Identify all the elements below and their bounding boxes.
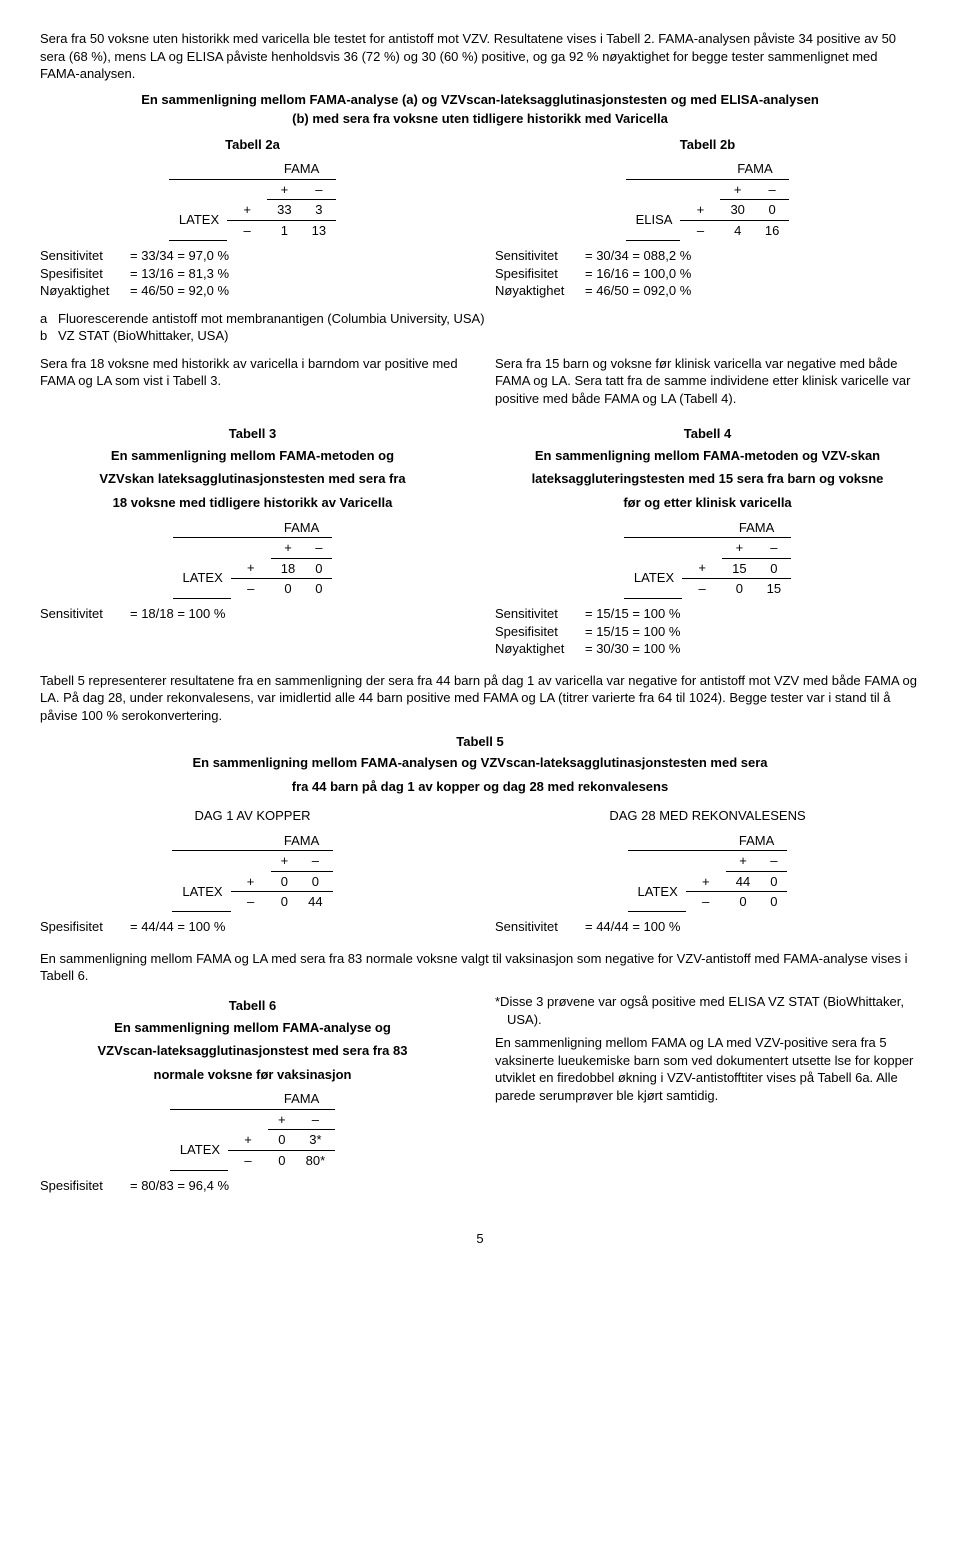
table-4-title: Tabell 4 — [495, 425, 920, 443]
table-2a-block: Tabell 2a FAMA +– LATEX+333 –113 Sensiti… — [40, 136, 465, 306]
table-4: FAMA +– LATEX+150 –015 — [624, 518, 791, 600]
table-6-block: Tabell 6 En sammenligning mellom FAMA-an… — [40, 993, 465, 1200]
para-table6: En sammenligning mellom FAMA og LA med s… — [40, 950, 920, 985]
table2-footnotes: aFluorescerende antistoff mot membranant… — [40, 310, 920, 345]
footnote-asterisk: *Disse 3 prøvene var også positive med E… — [495, 993, 920, 1028]
table-5b: FAMA +– LATEX+440 –00 — [628, 831, 788, 913]
table-5a: FAMA +– LATEX+00 –044 — [172, 831, 332, 913]
table-3-title: Tabell 3 — [40, 425, 465, 443]
para-table5: Tabell 5 representerer resultatene fra e… — [40, 672, 920, 725]
table-5-right: DAG 28 MED REKONVALESENS FAMA +– LATEX+4… — [495, 801, 920, 942]
table-4-block: Tabell 4 En sammenligning mellom FAMA-me… — [495, 421, 920, 664]
table-3-block: Tabell 3 En sammenligning mellom FAMA-me… — [40, 421, 465, 664]
table-6: FAMA +– LATEX+03* –080* — [170, 1089, 335, 1171]
table-5-title: Tabell 5 — [40, 733, 920, 751]
table-6-title: Tabell 6 — [40, 997, 465, 1015]
table-6-right-notes: *Disse 3 prøvene var også positive med E… — [495, 993, 920, 1200]
para-left: Sera fra 18 voksne med historikk av vari… — [40, 355, 465, 412]
table-3-stats: Sensitivitet= 18/18 = 100 % — [40, 605, 465, 623]
table2-caption-line2: (b) med sera fra voksne uten tidligere h… — [40, 110, 920, 128]
day1-heading: DAG 1 AV KOPPER — [40, 807, 465, 825]
intro-paragraph: Sera fra 50 voksne uten historikk med va… — [40, 30, 920, 83]
para-table6a: En sammenligning mellom FAMA og LA med V… — [495, 1034, 920, 1104]
para-right: Sera fra 15 barn og voksne før klinisk v… — [495, 355, 920, 412]
table-2b-title: Tabell 2b — [495, 136, 920, 154]
table-2a-stats: Sensitivitet= 33/34 = 97,0 % Spesifisite… — [40, 247, 465, 300]
table-3: FAMA +– LATEX+180 –00 — [173, 518, 333, 600]
table-4-stats: Sensitivitet= 15/15 = 100 % Spesifisitet… — [495, 605, 920, 658]
table-2b-stats: Sensitivitet= 30/34 = 088,2 % Spesifisit… — [495, 247, 920, 300]
table-2b-block: Tabell 2b FAMA +– ELISA+300 –416 Sensiti… — [495, 136, 920, 306]
day28-heading: DAG 28 MED REKONVALESENS — [495, 807, 920, 825]
table-2a: FAMA +– LATEX+333 –113 — [169, 159, 336, 241]
table-5-left: DAG 1 AV KOPPER FAMA +– LATEX+00 –044 Sp… — [40, 801, 465, 942]
table-2a-title: Tabell 2a — [40, 136, 465, 154]
table2-caption-line1: En sammenligning mellom FAMA-analyse (a)… — [40, 91, 920, 109]
table-2b: FAMA +– ELISA+300 –416 — [626, 159, 790, 241]
table-5-caption-1: En sammenligning mellom FAMA-analysen og… — [40, 754, 920, 772]
page-number: 5 — [40, 1230, 920, 1248]
table-5-caption-2: fra 44 barn på dag 1 av kopper og dag 28… — [40, 778, 920, 796]
